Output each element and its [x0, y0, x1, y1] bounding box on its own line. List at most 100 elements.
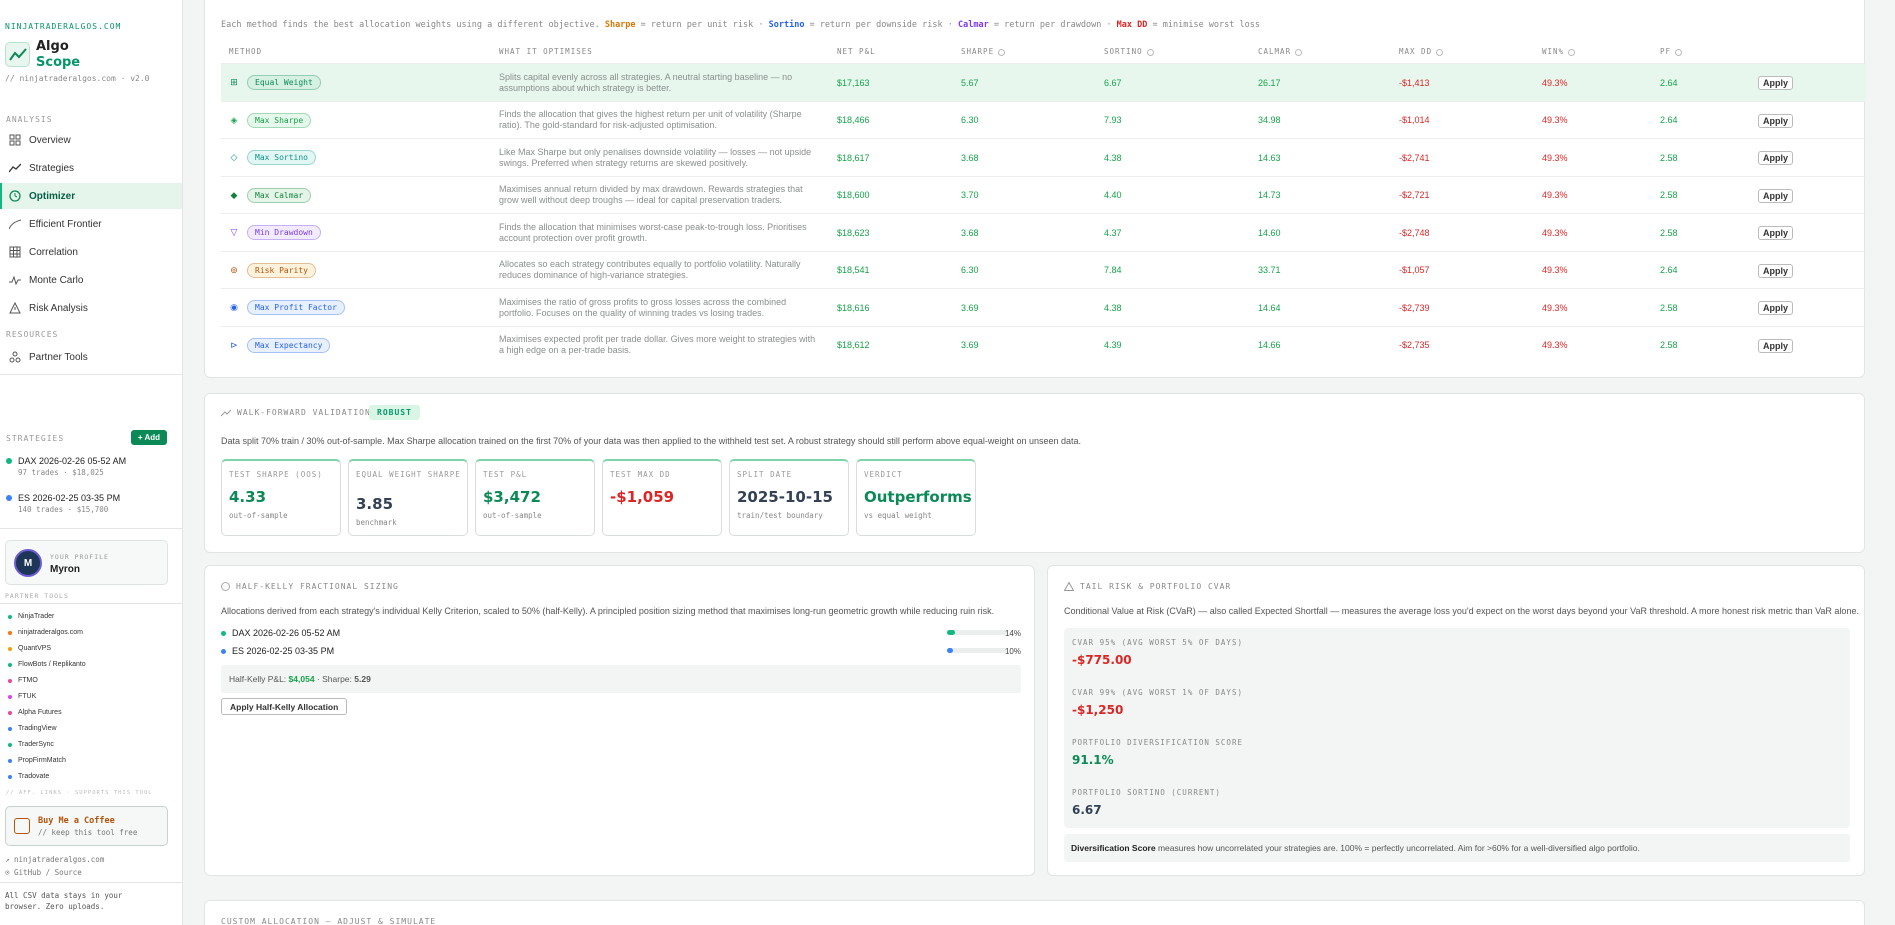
col-sortino[interactable]: SORTINO — [1104, 47, 1154, 56]
strategy-color-dot — [6, 458, 12, 464]
metric-label: TEST P&L — [483, 470, 528, 479]
pf-value: 2.58 — [1660, 152, 1678, 163]
analysis-section-label: ANALYSIS — [6, 115, 53, 124]
method-badge[interactable]: Risk Parity — [247, 252, 316, 290]
col-maxdd[interactable]: MAX DD — [1399, 47, 1444, 56]
partner-link[interactable]: Tradovate — [8, 773, 49, 780]
partner-name: TraderSync — [18, 741, 54, 748]
cvar-value: -$1,250 — [1072, 703, 1124, 717]
logo-name: Algo — [36, 39, 69, 54]
partner-dot — [8, 726, 12, 731]
method-badge[interactable]: Max Profit Factor — [247, 289, 345, 327]
partner-footer: // AFF. LINKS · SUPPORTS THIS TOOL — [6, 790, 153, 796]
strategy-name: DAX 2026-02-26 05-52 AM — [18, 456, 127, 466]
strategy-name: ES 2026-02-25 03-35 PM — [232, 646, 335, 656]
nav-correlation[interactable]: Correlation — [0, 239, 182, 265]
nav-partner-tools[interactable]: Partner Tools — [0, 344, 182, 370]
maxdd-value: -$1,057 — [1399, 265, 1430, 276]
partner-link[interactable]: TradingView — [8, 725, 57, 732]
col-method: METHOD — [229, 47, 263, 56]
method-icon: ◇ — [230, 152, 238, 163]
method-badge[interactable]: Max Sharpe — [247, 102, 312, 140]
site-link[interactable]: ↗ ninjatraderalgos.com — [5, 855, 105, 864]
method-badge[interactable]: Min Drawdown — [247, 214, 321, 252]
partner-link[interactable]: FTMO — [8, 677, 38, 684]
apply-half-kelly-button[interactable]: Apply Half-Kelly Allocation — [221, 698, 348, 715]
sortino-value: 7.93 — [1104, 115, 1122, 126]
apply-button[interactable]: Apply — [1758, 188, 1793, 203]
partner-dot — [8, 630, 12, 635]
nav-overview[interactable]: Overview — [0, 127, 182, 153]
method-badge[interactable]: Max Expectancy — [247, 327, 331, 365]
apply-button[interactable]: Apply — [1758, 151, 1793, 165]
partner-link[interactable]: FlowBots / Replikanto — [8, 661, 86, 668]
metric-card: TEST MAX DD -$1,059 — [602, 459, 722, 536]
method-badge[interactable]: Equal Weight — [247, 64, 321, 102]
avatar: M — [14, 549, 42, 577]
pf-value: 2.64 — [1660, 265, 1678, 276]
maxdd-value: -$2,748 — [1399, 227, 1430, 238]
nav-monte-carlo[interactable]: Monte Carlo — [0, 267, 182, 293]
apply-button[interactable]: Apply — [1758, 226, 1793, 240]
version-label: // ninjatraderalgos.com · v2.0 — [5, 74, 150, 83]
apply-button[interactable]: Apply — [1758, 263, 1793, 278]
info-icon — [998, 48, 1006, 56]
partner-dot — [8, 758, 12, 763]
partner-dot — [8, 614, 12, 619]
partner-dot — [8, 774, 12, 779]
partner-link[interactable]: QuantVPS — [8, 645, 51, 652]
partner-link[interactable]: PropFirmMatch — [8, 757, 66, 764]
curve-icon — [8, 218, 21, 231]
net-pnl: $18,617 — [837, 152, 870, 163]
partner-link[interactable]: ninjatraderalgos.com — [8, 629, 83, 636]
partner-link[interactable]: FTUK — [8, 693, 36, 700]
col-what: WHAT IT OPTIMISES — [499, 47, 593, 56]
add-strategy-button[interactable]: + Add — [131, 430, 167, 445]
col-pf[interactable]: PF — [1660, 47, 1683, 56]
cvar-value: 91.1% — [1072, 753, 1114, 767]
pf-value: 2.58 — [1660, 227, 1678, 238]
table-row: ⊞ Equal Weight Splits capital evenly acros… — [221, 63, 1866, 101]
apply-button[interactable]: Apply — [1758, 338, 1793, 353]
info-icon — [1146, 48, 1154, 56]
nav-optimizer[interactable]: Optimizer — [0, 183, 182, 209]
apply-button[interactable]: Apply — [1758, 113, 1793, 128]
nav-strategies[interactable]: Strategies — [0, 155, 182, 181]
method-icon: ◉ — [230, 302, 238, 313]
robust-badge: ROBUST — [369, 405, 420, 420]
col-calmar[interactable]: CALMAR — [1258, 47, 1303, 56]
nav-risk-analysis[interactable]: Risk Analysis — [0, 295, 182, 321]
warning-icon — [8, 302, 21, 315]
cvar-label: PORTFOLIO DIVERSIFICATION SCORE — [1072, 738, 1243, 747]
profile-card[interactable]: M YOUR PROFILE Myron — [5, 540, 168, 585]
partner-link[interactable]: Alpha Futures — [8, 709, 62, 716]
col-win[interactable]: WIN% — [1542, 47, 1576, 56]
table-row: ◉ Max Profit Factor Maximises the ratio of… — [221, 288, 1866, 326]
metric-sub: train/test boundary — [737, 511, 823, 520]
metric-card: EQUAL WEIGHT SHARPE 3.85 benchmark — [348, 459, 468, 536]
github-link[interactable]: ⊙ GitHub / Source — [5, 868, 82, 877]
apply-button[interactable]: Apply — [1758, 76, 1793, 90]
partner-name: NinjaTrader — [18, 613, 55, 620]
method-badge[interactable]: Max Sortino — [247, 139, 316, 177]
strategy-item[interactable]: ES 2026-02-25 03-35 PM 140 trades · $15,7… — [6, 493, 120, 514]
partner-link[interactable]: NinjaTrader — [8, 613, 54, 620]
win-value: 49.3% — [1542, 77, 1568, 88]
partner-link[interactable]: TraderSync — [8, 741, 54, 748]
partner-dot — [8, 710, 12, 715]
info-icon — [1675, 48, 1683, 56]
calmar-value: 34.98 — [1258, 115, 1281, 126]
strategy-item[interactable]: DAX 2026-02-26 05-52 AM 97 trades · $18,0… — [6, 456, 126, 477]
buy-coffee-button[interactable]: Buy Me a Coffee // keep this tool free — [5, 806, 168, 846]
method-badge[interactable]: Max Calmar — [247, 177, 312, 215]
maxdd-value: -$2,741 — [1399, 152, 1430, 163]
method-icon: ⊚ — [230, 264, 238, 275]
net-pnl: $18,600 — [837, 190, 870, 201]
kelly-pct: 14% — [1004, 628, 1021, 638]
strategy-color-dot — [221, 630, 226, 636]
apply-button[interactable]: Apply — [1758, 301, 1793, 315]
col-sharpe[interactable]: SHARPE — [961, 47, 1006, 56]
sortino-value: 4.37 — [1104, 227, 1122, 238]
trend-icon — [8, 162, 21, 175]
nav-efficient-frontier[interactable]: Efficient Frontier — [0, 211, 182, 237]
